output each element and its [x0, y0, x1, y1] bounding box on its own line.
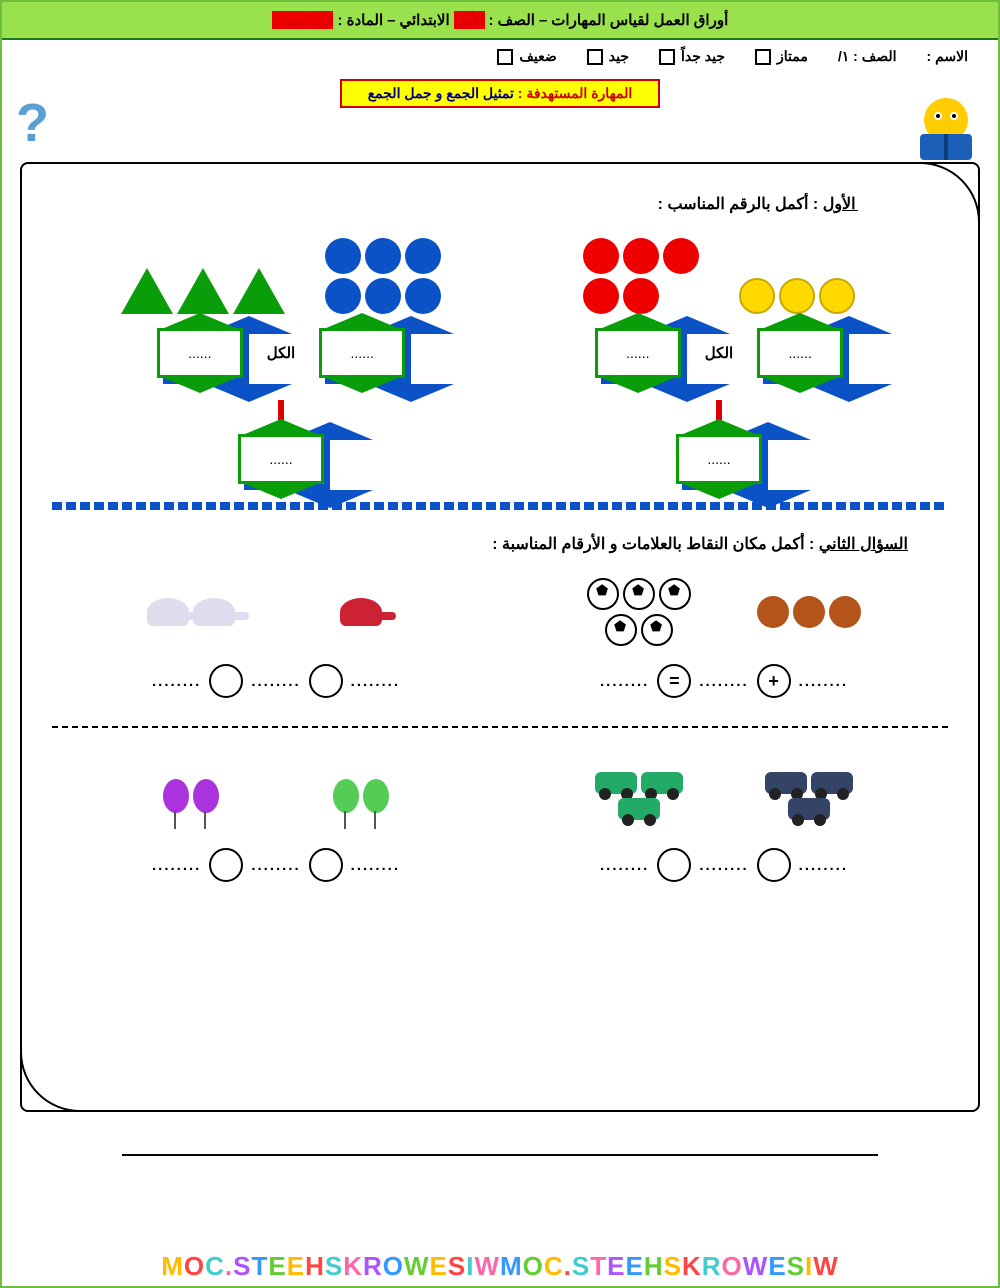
hex-left-1[interactable]: ......	[157, 328, 243, 378]
blank[interactable]: ........	[600, 673, 649, 690]
q2-title-rest: : أكمل مكان النقاط بالعلامات و الأرقام ا…	[492, 536, 819, 553]
class-field: الصف : ١/	[838, 48, 897, 65]
op-circle[interactable]	[657, 848, 691, 882]
q1-body: ...... الكل ...... ......	[22, 224, 978, 484]
hdr-dash2: –	[387, 12, 395, 29]
worksheet-page: أوراق العمل لقياس المهارات – الصف : الأو…	[0, 0, 1000, 1288]
hdr-dash1: –	[539, 12, 547, 29]
checkbox-excellent[interactable]	[755, 49, 771, 65]
hdr-t2: الصف :	[489, 11, 535, 29]
blank[interactable]: ........	[152, 673, 201, 690]
reading-emoji-icon	[906, 94, 986, 164]
grade-weak[interactable]: ضعيف	[497, 48, 556, 65]
q1-title-u: السؤال الأول	[823, 196, 908, 213]
grade-verygood[interactable]: جيد جداً	[659, 48, 725, 65]
op-circle[interactable]	[309, 664, 343, 698]
blank[interactable]: ........	[699, 857, 748, 874]
lbl-weak: ضعيف	[519, 48, 556, 65]
q1-group-left: ...... الكل ...... ......	[62, 224, 500, 484]
op-circle[interactable]	[309, 848, 343, 882]
blank[interactable]: ........	[152, 857, 201, 874]
blank[interactable]: ........	[600, 857, 649, 874]
hex-left-result[interactable]: ......	[238, 434, 324, 484]
equals-circle[interactable]: =	[657, 664, 691, 698]
op-circle[interactable]	[209, 664, 243, 698]
q2-row2: ........ ........ ........ ........ ....…	[22, 748, 978, 890]
watermark: WISEWORKSHEETS.COM WISEWORKSHEETS.COM	[2, 1251, 998, 1282]
all-label-l: الكل	[263, 344, 299, 362]
dashed-separator	[52, 726, 948, 728]
checkbox-weak[interactable]	[497, 49, 513, 65]
lbl-verygood: جيد جداً	[681, 48, 725, 65]
triangles	[121, 268, 285, 314]
lbl-good: جيد	[609, 48, 629, 65]
name-field: الاسم :	[927, 48, 968, 65]
q1-title-rest: : أكمل بالرقم المناسب :	[658, 196, 823, 213]
q2-cars: ........ ........ ........	[514, 756, 934, 882]
q2-row1: ........ ........ ........ ........ = ..…	[22, 564, 978, 706]
grade-good[interactable]: جيد	[587, 48, 629, 65]
meta-row: الاسم : الصف : ١/ ممتاز جيد جداً جيد ضعي…	[2, 40, 998, 73]
q1-title: السؤال الأول : أكمل بالرقم المناسب :	[22, 164, 978, 224]
scroll-frame: السؤال الأول : أكمل بالرقم المناسب : ...…	[20, 162, 980, 1112]
blank[interactable]: ........	[799, 673, 848, 690]
q2-title: السؤال الثاني : أكمل مكان النقاط بالعلام…	[22, 528, 978, 564]
name-label: الاسم :	[927, 48, 968, 65]
checkbox-good[interactable]	[587, 49, 603, 65]
q2-title-u: السؤال الثاني	[819, 536, 908, 553]
blank[interactable]: ........	[251, 857, 300, 874]
skill-label: المهارة المستهدفة :	[518, 85, 632, 101]
header-bar: أوراق العمل لقياس المهارات – الصف : الأو…	[2, 2, 998, 40]
plus-circle[interactable]: +	[757, 664, 791, 698]
q1-group-right: ...... الكل ...... ......	[500, 224, 938, 484]
skill-text: تمثيل الجمع و جمل الجمع	[368, 85, 514, 101]
question-mark-icon: ?	[16, 92, 49, 154]
blank[interactable]: ........	[799, 857, 848, 874]
bottom-line	[122, 1154, 878, 1156]
blue-circles	[325, 238, 441, 314]
hex-left-2[interactable]: ......	[319, 328, 405, 378]
class-label: الصف : ١/	[838, 48, 897, 65]
hex-right-2[interactable]: ......	[757, 328, 843, 378]
hex-right-result[interactable]: ......	[676, 434, 762, 484]
hdr-t1: أوراق العمل لقياس المهارات	[551, 11, 728, 29]
q2-caps: ........ ........ ........	[66, 572, 486, 698]
hdr-t3: الابتدائي	[399, 11, 449, 29]
hex-right-1[interactable]: ......	[595, 328, 681, 378]
skill-box: المهارة المستهدفة : تمثيل الجمع و جمل ال…	[340, 79, 660, 108]
q2-balloons: ........ ........ ........	[66, 756, 486, 882]
hdr-t4: المادة :	[337, 11, 383, 29]
hdr-subject: الرياضيات	[272, 11, 334, 29]
all-label-r: الكل	[701, 344, 737, 362]
grade-excellent[interactable]: ممتاز	[755, 48, 808, 65]
op-circle[interactable]	[209, 848, 243, 882]
lbl-excellent: ممتاز	[777, 48, 808, 65]
checkbox-verygood[interactable]	[659, 49, 675, 65]
hdr-grade: الأول	[454, 11, 485, 29]
blank[interactable]: ........	[251, 673, 300, 690]
red-circles	[583, 238, 699, 314]
yellow-circles	[739, 278, 855, 314]
blank[interactable]: ........	[351, 673, 400, 690]
q2-balls: ........ = ........ + ........	[514, 572, 934, 698]
blank[interactable]: ........	[351, 857, 400, 874]
separator-blue	[52, 502, 948, 510]
blank[interactable]: ........	[699, 673, 748, 690]
op-circle[interactable]	[757, 848, 791, 882]
